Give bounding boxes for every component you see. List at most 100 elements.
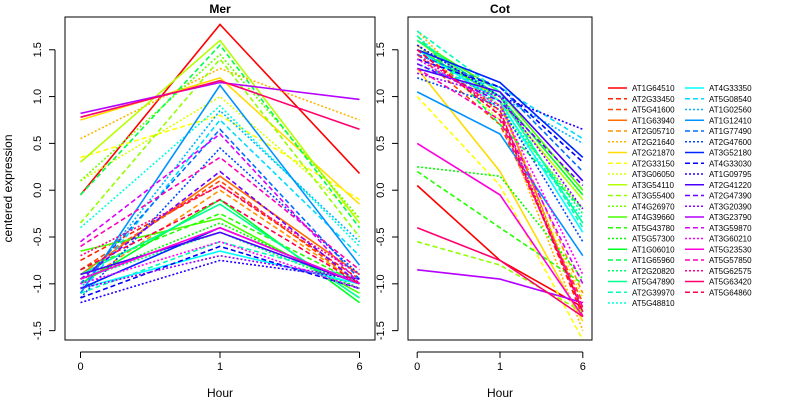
y-tick-label: 1.5: [375, 42, 387, 57]
legend-label: AT4G26970: [632, 202, 675, 211]
legend-label: AT2G20820: [632, 267, 675, 276]
legend-entry: AT4G33350: [685, 84, 752, 93]
legend-entry: AT3G59870: [685, 224, 752, 233]
y-tick-label: 0.5: [375, 136, 387, 151]
series-line-at1g12410: [416, 91, 584, 257]
legend-entry: AT4G39660: [608, 213, 675, 222]
series-line-at1g77490: [416, 53, 584, 173]
series-line-at2g41220: [416, 67, 584, 182]
legend-entry: AT5G47890: [608, 278, 675, 287]
panel-title: Cot: [490, 2, 510, 16]
series-line-at1g65960: [79, 43, 361, 229]
legend-label: AT5G57850: [709, 256, 752, 265]
y-axis: -1.5 -1.0 -0.5 0.0 0.5 1.0 1.5 centered express…: [1, 42, 56, 340]
legend-entry: AT2G05710: [608, 127, 675, 136]
series-line-at2g47600: [416, 77, 584, 243]
series-line-at3g52180: [416, 49, 584, 158]
series-line-at4g33030: [416, 58, 584, 163]
legend-label: AT3G59870: [709, 224, 752, 233]
legend-entry: AT1G77490: [685, 127, 752, 136]
legend-entry: AT3G60210: [685, 235, 752, 244]
series-lines: [79, 23, 361, 304]
legend-entry: AT2G21640: [608, 138, 675, 147]
series-line-at1g64510: [79, 23, 361, 196]
legend-label: AT2G33450: [632, 95, 675, 104]
legend-label: AT5G23530: [709, 245, 752, 254]
y-tick-label: -1.5: [375, 321, 387, 340]
series-line-at5g43780: [416, 170, 584, 285]
legend-entry: AT1G64510: [608, 84, 675, 93]
series-line-at2g47390: [80, 170, 361, 285]
y-tick-label: 1.0: [32, 89, 44, 104]
series-line-at3g23790: [80, 81, 360, 115]
y-tick-label: 0.5: [32, 136, 44, 151]
legend-label: AT3G52180: [709, 149, 752, 158]
legend-label: AT2G21870: [632, 149, 675, 158]
series-line-at3g60210: [416, 58, 584, 275]
legend-label: AT1G09795: [709, 170, 752, 179]
series-line-at4g33350: [80, 250, 360, 290]
series-line-at3g55400: [416, 240, 584, 313]
legend-entry: AT2G21870: [608, 149, 675, 158]
legend-entry: AT3G54110: [608, 181, 675, 190]
series-line-at4g26970: [79, 53, 361, 219]
legend-entry: AT2G33150: [608, 159, 675, 168]
series-line-at1g02560: [79, 109, 361, 289]
legend-entry: AT4G33030: [685, 159, 752, 168]
legend-label: AT1G77490: [709, 127, 752, 136]
legend-label: AT2G47600: [709, 138, 752, 147]
x-tick-label: 6: [580, 361, 586, 373]
y-tick-label: -0.5: [375, 228, 387, 247]
y-axis: -1.5 -1.0 -0.5 0.0 0.5 1.0 1.5: [375, 42, 399, 340]
y-axis-label: centered expression: [1, 134, 15, 242]
x-tick-label: 0: [414, 361, 420, 373]
legend-label: AT5G08540: [709, 95, 752, 104]
legend-label: AT1G02560: [709, 106, 752, 115]
series-line-at5g63420: [80, 79, 360, 131]
series-line-at5g23530: [80, 226, 360, 285]
legend-entry: AT5G48810: [608, 299, 675, 308]
series-line-at1g63940: [80, 175, 360, 276]
legend-entry: AT4G26970: [608, 202, 675, 211]
legend-label: AT2G39970: [632, 288, 675, 297]
x-axis-label: Hour: [487, 386, 513, 400]
legend-entry: AT1G63940: [608, 116, 675, 125]
series-line-at4g33350: [416, 49, 584, 233]
legend-entry: AT2G39970: [608, 288, 675, 297]
legend-label: AT1G63940: [632, 116, 675, 125]
series-line-at2g33150: [416, 96, 584, 341]
legend-label: AT5G62575: [709, 267, 752, 276]
legend-label: AT5G57300: [632, 235, 675, 244]
series-line-at5g23530: [416, 142, 584, 318]
series-line-at5g62575: [416, 53, 584, 313]
legend-entry: AT2G33450: [608, 95, 675, 104]
y-tick-label: -1.0: [32, 274, 44, 293]
x-tick-label: 1: [217, 361, 223, 373]
legend-label: AT3G54110: [632, 181, 675, 190]
x-axis-label: Hour: [207, 386, 233, 400]
legend-entry: AT2G47390: [685, 192, 752, 201]
series-line-at5g08540: [417, 67, 584, 140]
legend-label: AT4G33030: [709, 159, 752, 168]
series-line-at3g59870: [80, 132, 361, 285]
series-line-at5g48810: [79, 104, 361, 247]
series-lines: [416, 30, 584, 341]
series-line-at1g64510: [416, 184, 584, 308]
legend-entry: AT2G20820: [608, 267, 675, 276]
y-tick-label: 1.5: [32, 42, 44, 57]
legend-label: AT5G63420: [709, 278, 752, 287]
series-line-at5g57850: [80, 156, 361, 271]
legend-entry: AT3G23790: [685, 213, 752, 222]
y-tick-label: 0.0: [375, 183, 387, 198]
legend-label: AT3G55400: [632, 192, 675, 201]
legend-label: AT1G06010: [632, 245, 675, 254]
y-tick-label: -1.5: [32, 321, 44, 340]
y-tick-label: 1.0: [375, 89, 387, 104]
series-line-at3g54110: [79, 39, 361, 224]
series-line-at3g20390: [416, 72, 584, 210]
plot-frame: [407, 16, 593, 341]
legend-entry: AT3G55400: [608, 192, 675, 201]
legend-entry: AT5G63420: [685, 278, 752, 287]
